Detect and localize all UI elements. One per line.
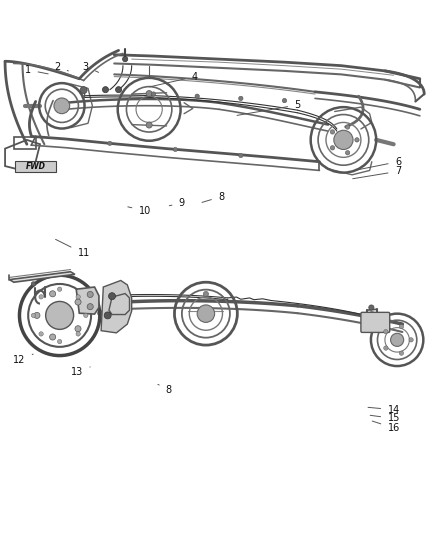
Circle shape (104, 312, 111, 319)
Text: 10: 10 (128, 206, 151, 216)
Circle shape (330, 146, 335, 150)
Text: 4: 4 (150, 71, 198, 87)
Circle shape (384, 329, 388, 334)
Circle shape (197, 305, 215, 322)
Text: FWD: FWD (26, 162, 46, 171)
Circle shape (75, 326, 81, 332)
Text: 12: 12 (13, 354, 33, 365)
Circle shape (173, 147, 177, 152)
Text: 14: 14 (368, 405, 400, 415)
Circle shape (87, 304, 93, 310)
Text: 8: 8 (158, 384, 172, 394)
Circle shape (49, 291, 56, 297)
Polygon shape (101, 280, 132, 333)
Circle shape (239, 96, 243, 101)
Circle shape (76, 295, 80, 299)
Circle shape (399, 351, 404, 356)
Text: 7: 7 (353, 166, 401, 179)
Circle shape (195, 94, 199, 99)
Circle shape (399, 325, 404, 329)
Circle shape (49, 334, 56, 340)
Polygon shape (76, 287, 99, 314)
Text: 3: 3 (83, 61, 99, 72)
Circle shape (346, 150, 350, 155)
Text: 9: 9 (170, 198, 185, 208)
Circle shape (346, 125, 350, 129)
Circle shape (391, 333, 404, 346)
Circle shape (203, 292, 208, 297)
FancyBboxPatch shape (15, 161, 56, 172)
Text: 6: 6 (353, 157, 401, 171)
Text: 11: 11 (56, 239, 90, 259)
Circle shape (384, 346, 388, 350)
Circle shape (46, 302, 74, 329)
Circle shape (239, 154, 243, 158)
Text: 8: 8 (202, 192, 224, 203)
Polygon shape (109, 294, 130, 314)
Circle shape (31, 282, 35, 286)
Text: 15: 15 (370, 414, 400, 423)
Circle shape (283, 99, 287, 103)
Circle shape (355, 138, 359, 142)
Circle shape (57, 340, 62, 344)
Text: 16: 16 (372, 421, 400, 433)
Circle shape (409, 338, 413, 342)
Text: 5: 5 (237, 100, 301, 116)
FancyBboxPatch shape (361, 312, 390, 333)
Circle shape (57, 287, 62, 292)
Circle shape (80, 87, 87, 94)
Circle shape (108, 141, 112, 146)
Circle shape (75, 299, 81, 305)
Circle shape (123, 56, 128, 62)
Circle shape (54, 98, 70, 114)
Circle shape (76, 332, 80, 336)
Circle shape (39, 332, 43, 336)
Circle shape (334, 130, 353, 149)
Circle shape (84, 313, 88, 318)
Circle shape (151, 92, 155, 96)
Circle shape (330, 130, 335, 134)
Circle shape (31, 313, 35, 318)
Circle shape (109, 293, 116, 300)
Circle shape (369, 305, 374, 310)
Circle shape (87, 292, 93, 297)
Circle shape (102, 87, 109, 93)
Text: 13: 13 (71, 367, 90, 377)
Polygon shape (10, 272, 75, 282)
Text: 1: 1 (25, 65, 48, 75)
Text: 2: 2 (54, 61, 68, 71)
Circle shape (39, 295, 43, 299)
Circle shape (34, 312, 40, 318)
Circle shape (116, 87, 122, 93)
Circle shape (146, 91, 152, 96)
Circle shape (146, 122, 152, 128)
